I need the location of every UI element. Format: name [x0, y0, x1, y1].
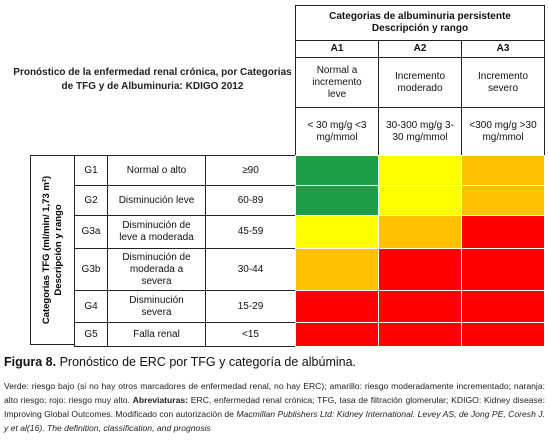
row-description: Disminución leve: [107, 185, 206, 216]
risk-cell: [461, 290, 545, 323]
column-description: Normal a incremento leve: [295, 57, 379, 108]
risk-cell: [378, 322, 462, 347]
risk-cell: [378, 185, 462, 216]
column-description: Incremento severo: [461, 57, 545, 108]
risk-cell: [461, 155, 545, 186]
risk-cell: [295, 322, 379, 347]
risk-cell: [295, 290, 379, 323]
caption-label: Figura 8.: [4, 355, 57, 369]
row-range: 30-44: [205, 248, 296, 291]
column-code: A3: [461, 40, 545, 58]
row-range: 45-59: [205, 215, 296, 249]
row-range: 15-29: [205, 290, 296, 323]
column-description: Incremento moderado: [378, 57, 462, 108]
footnote-segment: ERC, enfermedad renal crónica; TFG, tasa…: [4, 395, 545, 419]
row-description: Disminución de leve a moderada: [107, 215, 206, 249]
row-code: G3b: [74, 248, 108, 291]
row-description: Disminución severa: [107, 290, 206, 323]
row-description: Disminución de moderada a severa: [107, 248, 206, 291]
footnote: Verde: riesgo bajo (si no hay otros marc…: [4, 379, 545, 435]
albuminuria-header: Categorias de albuminuria persistente De…: [295, 5, 545, 41]
row-code: G2: [74, 185, 108, 216]
column-code: A2: [378, 40, 462, 58]
table-title: Pronóstico de la enfermedad renal crónic…: [13, 67, 292, 92]
risk-cell: [295, 215, 379, 249]
column-code: A1: [295, 40, 379, 58]
row-code: G3a: [74, 215, 108, 249]
risk-cell: [378, 290, 462, 323]
risk-cell: [378, 155, 462, 186]
row-range: ≥90: [205, 155, 296, 186]
risk-cell: [461, 185, 545, 216]
risk-cell: [295, 248, 379, 291]
row-description: Normal o alto: [107, 155, 206, 186]
column-range: 30-300 mg/g 3-30 mg/mmol: [378, 107, 462, 156]
row-range: 60-89: [205, 185, 296, 216]
footnote-segment: Verde: riesgo bajo (si no hay otros marc…: [4, 381, 545, 405]
row-range: <15: [205, 322, 296, 347]
tfg-header: Categorias TFG (ml/min/ 1,73 m²) Descrip…: [40, 175, 64, 325]
row-code: G5: [74, 322, 108, 347]
risk-cell: [378, 215, 462, 249]
column-range: <300 mg/g >30 mg/mmol: [461, 107, 545, 156]
column-range: < 30 mg/g <3 mg/mmol: [295, 107, 379, 156]
row-code: G4: [74, 290, 108, 323]
row-code: G1: [74, 155, 108, 186]
risk-cell: [295, 185, 379, 216]
risk-cell: [461, 215, 545, 249]
footnote-segment: Macmillan Publishers Ltd: Kidney Interna…: [4, 409, 545, 433]
risk-cell: [461, 322, 545, 347]
risk-cell: [295, 155, 379, 186]
risk-cell: [378, 248, 462, 291]
row-description: Falla renal: [107, 322, 206, 347]
tfg-header-box: Categorias TFG (ml/min/ 1,73 m²) Descrip…: [30, 155, 75, 345]
caption: Figura 8. Pronóstico de ERC por TFG y ca…: [4, 355, 356, 369]
risk-cell: [461, 248, 545, 291]
footnote-segment: Abreviaturas:: [132, 395, 189, 405]
caption-text: Pronóstico de ERC por TFG y categoría de…: [56, 355, 357, 369]
